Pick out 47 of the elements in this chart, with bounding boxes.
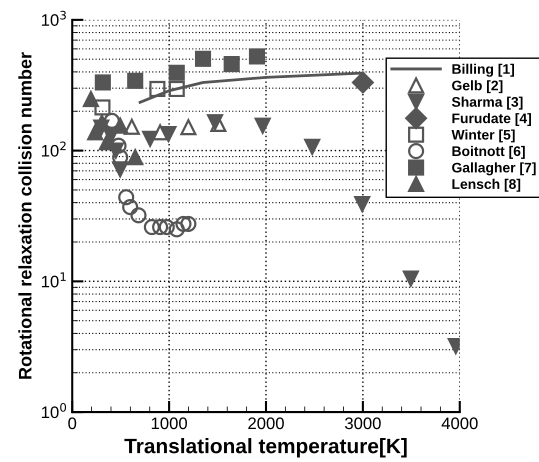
legend-label: Winter [5] [452, 129, 515, 142]
point [248, 48, 266, 65]
point [94, 74, 111, 91]
point [112, 161, 128, 178]
point [304, 138, 320, 155]
point [158, 219, 175, 236]
legend-label: Lensch [8] [452, 178, 520, 192]
y-axis-title: Rotational relaxation collision number [18, 52, 32, 379]
point [124, 118, 140, 135]
point [144, 219, 160, 236]
point [180, 216, 196, 232]
y-tick-label: 10$^{2}$ [42, 141, 66, 157]
point [352, 72, 374, 94]
point [149, 80, 166, 98]
x-tick-label: 1000 [152, 417, 187, 430]
point [93, 120, 110, 136]
y-tick-label: 10$^{0}$ [42, 402, 66, 418]
legend-label: Gallagher [7] [452, 162, 536, 176]
x-tick-label: 2000 [248, 417, 284, 430]
x-tick-label: 0 [68, 417, 76, 430]
y-tick-label: 10$^{3}$ [42, 10, 66, 26]
point [168, 64, 185, 81]
x-tick-label: 3000 [344, 417, 381, 430]
x-axis-title: Translational temperature[K] [124, 438, 407, 458]
point [122, 199, 138, 216]
legend-label: Boitnott [6] [452, 146, 525, 159]
point [118, 189, 134, 206]
point [180, 119, 196, 136]
point [127, 149, 144, 166]
point [194, 50, 212, 67]
y-tick-label: 10$^{1}$ [42, 272, 66, 288]
legend-label: Billing [1] [452, 64, 514, 77]
legend-label: Sharma [3] [452, 96, 523, 110]
x-tick-label: 4000 [442, 417, 478, 430]
legend-label: Furudate [4] [452, 113, 531, 126]
point [127, 72, 144, 89]
point [168, 80, 185, 98]
point [168, 221, 185, 238]
point [354, 196, 370, 212]
point [152, 219, 168, 236]
point [130, 207, 147, 224]
point [402, 270, 419, 287]
point [254, 118, 271, 134]
legend-label: Gelb [2] [452, 80, 502, 94]
point [94, 99, 111, 116]
point [175, 216, 192, 232]
point [224, 56, 240, 72]
